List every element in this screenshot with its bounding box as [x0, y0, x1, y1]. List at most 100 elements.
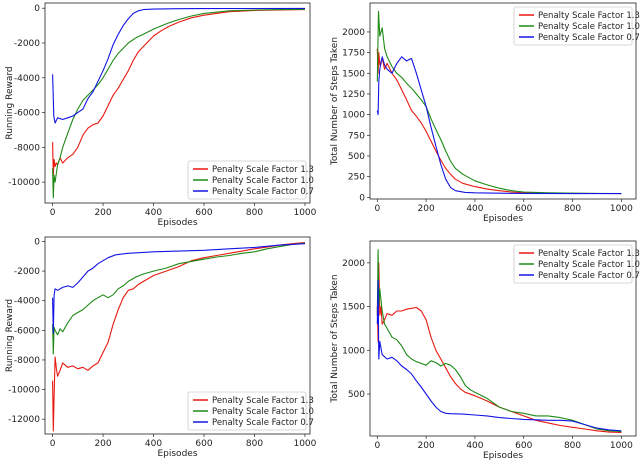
x-tick-label: 200: [418, 441, 435, 451]
x-tick-label: 1000: [293, 439, 316, 449]
y-tick-label: 2000: [342, 28, 365, 38]
x-tick-label: 800: [246, 208, 263, 218]
y-tick-label: 1000: [342, 111, 365, 121]
y-tick-label: 750: [348, 131, 365, 141]
series-line-1: [376, 48, 622, 195]
series-group: [376, 249, 622, 434]
x-tick-label: 600: [195, 208, 212, 218]
y-tick-label: 1500: [342, 69, 365, 79]
legend-label: Penalty Scale Factor 1.3: [212, 396, 314, 406]
x-tick-label: 200: [94, 208, 111, 218]
legend-label: Penalty Scale Factor 1.0: [212, 176, 314, 186]
x-tick-label: 0: [374, 204, 380, 214]
x-axis-label: Episodes: [157, 218, 197, 228]
series-line-3: [52, 7, 306, 124]
x-tick-label: 600: [195, 439, 212, 449]
y-tick-label: 0: [34, 4, 40, 14]
x-tick-label: 400: [466, 204, 483, 214]
series-line-2: [376, 10, 622, 195]
y-axis-label: Total Number of Steps Taken: [330, 274, 340, 403]
y-tick-label: 2000: [342, 259, 365, 269]
legend-box: [187, 391, 307, 431]
chart-panel-3: 0 200 400 600 800 1000 0 -2000 -4000 -6000 -8000 -1…: [5, 236, 317, 459]
series-line-3: [376, 279, 622, 432]
series-line-3: [52, 243, 306, 334]
x-tick-label: 200: [94, 439, 111, 449]
y-tick-label: -4000: [14, 74, 40, 84]
y-tick-label: -6000: [14, 326, 40, 336]
series-line-3: [376, 56, 622, 195]
y-tick-label: 0: [359, 193, 365, 203]
chart-panel-1: 0 200 400 600 800 1000 0 -2000 -4000 -6000 -8000 -1…: [5, 2, 317, 228]
plot-frame: [44, 2, 311, 204]
y-tick-label: -10000: [8, 386, 40, 396]
series-line-2: [52, 8, 306, 199]
plot-frame: [369, 2, 637, 200]
y-axis-label: Running Reward: [5, 66, 15, 139]
x-tick-label: 1000: [293, 208, 316, 218]
y-tick-label: 0: [34, 237, 40, 247]
x-tick-label: 400: [145, 439, 162, 449]
y-tick-label: -4000: [14, 297, 40, 307]
x-tick-label: 800: [246, 439, 263, 449]
legend-box: [187, 160, 307, 200]
y-axis-label: Running Reward: [5, 299, 15, 372]
legend-label: Penalty Scale Factor 1.3: [538, 11, 640, 21]
x-axis-label: Episodes: [157, 449, 197, 459]
x-tick-label: 0: [50, 439, 56, 449]
x-tick-label: 400: [466, 441, 483, 451]
y-axis-label: Total Number of Steps Taken: [330, 37, 340, 166]
x-tick-label: 800: [564, 441, 581, 451]
legend-label: Penalty Scale Factor 0.7: [212, 187, 314, 197]
y-tick-label: 1250: [342, 90, 365, 100]
y-tick-label: -10000: [8, 178, 40, 188]
legend-label: Penalty Scale Factor 1.3: [212, 165, 314, 175]
legend-label: Penalty Scale Factor 0.7: [538, 271, 640, 281]
x-tick-label: 1000: [610, 441, 633, 451]
y-tick-label: -2000: [14, 39, 40, 49]
y-tick-label: 1000: [342, 346, 365, 356]
legend-label: Penalty Scale Factor 1.3: [538, 249, 640, 259]
series-group: [376, 10, 622, 195]
legend-box: [513, 6, 633, 46]
y-tick-label: -8000: [14, 143, 40, 153]
legend-label: Penalty Scale Factor 1.0: [538, 260, 640, 270]
x-tick-label: 0: [374, 441, 380, 451]
chart-panel-4: 0 200 400 600 800 1000 500 1000 1500 2000 Episodes…: [330, 240, 640, 461]
x-tick-label: 600: [515, 441, 532, 451]
x-tick-label: 400: [145, 208, 162, 218]
plot-frame: [44, 236, 311, 435]
y-tick-label: 250: [348, 173, 365, 183]
x-tick-label: 1000: [610, 204, 633, 214]
x-axis-label: Episodes: [483, 451, 523, 461]
y-tick-label: 1750: [342, 49, 365, 59]
legend-label: Penalty Scale Factor 1.0: [212, 407, 314, 417]
series-group: [52, 242, 306, 432]
y-tick-label: -6000: [14, 109, 40, 119]
y-tick-label: 1500: [342, 303, 365, 313]
series-line-1: [376, 262, 622, 434]
y-tick-label: -12000: [8, 415, 40, 425]
legend-label: Penalty Scale Factor 0.7: [538, 33, 640, 43]
y-tick-label: -2000: [14, 267, 40, 277]
legend-label: Penalty Scale Factor 1.0: [538, 22, 640, 32]
series-line-1: [52, 242, 306, 432]
series-line-2: [376, 249, 622, 433]
x-tick-label: 0: [50, 208, 56, 218]
y-tick-label: -8000: [14, 356, 40, 366]
series-line-2: [52, 242, 306, 355]
chart-panel-2: 0 200 400 600 800 1000 0 250 500 750 1000 1250 1500 1…: [330, 2, 640, 224]
y-tick-label: 500: [348, 152, 365, 162]
x-axis-label: Episodes: [483, 214, 523, 224]
x-tick-label: 800: [564, 204, 581, 214]
y-tick-label: 500: [348, 390, 365, 400]
series-group: [52, 7, 306, 199]
legend-label: Penalty Scale Factor 0.7: [212, 418, 314, 428]
legend-box: [513, 244, 633, 284]
plot-frame: [369, 240, 637, 437]
x-tick-label: 200: [418, 204, 435, 214]
